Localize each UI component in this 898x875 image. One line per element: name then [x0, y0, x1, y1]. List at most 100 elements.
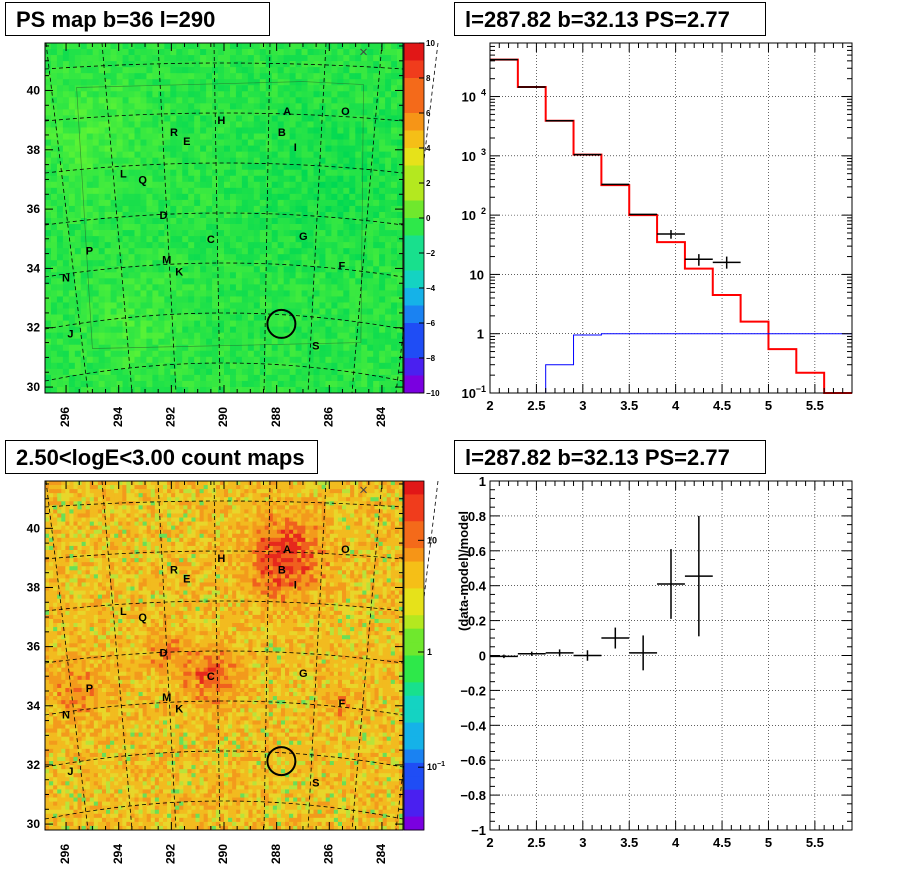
colorbar-tick-label: 4 [426, 144, 431, 153]
source-label-Q: Q [138, 612, 147, 624]
y-tick-label: 0.2 [468, 614, 486, 629]
source-label-B: B [278, 127, 286, 139]
source-label-A: A [283, 544, 291, 556]
colorbar-tick-label: −6 [426, 319, 436, 328]
colorbar-tick-label: 2 [426, 179, 431, 188]
spectrum-grid [489, 43, 852, 394]
y-tick-label: 10 [462, 208, 476, 223]
ps-map-colorbar: 10 8 6 4 2 0 −2 −4 −6 −8 −10 [403, 39, 440, 398]
y-tick-label: −0.6 [460, 753, 486, 768]
x-tick-label: 290 [216, 844, 230, 864]
y-tick-label: 30 [27, 817, 41, 831]
source-label-C: C [207, 234, 215, 246]
target-marker-circle [266, 746, 297, 777]
count-map-title: 2.50<logE<3.00 count maps [5, 440, 318, 474]
y-tick-label: 36 [27, 640, 41, 654]
count-map-plot: A O H R B E I L Q D C G P MK F N J S 296 294 292 290 288 286 284… [27, 480, 439, 864]
x-tick-label: 294 [111, 407, 125, 427]
x-tick-label: 292 [164, 844, 178, 864]
cross-marker [360, 48, 367, 56]
x-tick-label: 296 [58, 407, 72, 427]
y-tick-label: 0.4 [468, 579, 487, 594]
spectrum-title: l=287.82 b=32.13 PS=2.77 [454, 2, 766, 36]
x-tick-label: 288 [269, 844, 283, 864]
x-tick-label: 284 [374, 407, 388, 427]
y-tick-label: 0.8 [468, 509, 486, 524]
y-tick-label: 0 [479, 649, 486, 664]
colorbar-tick-label: −10 [426, 389, 440, 398]
ps-map-pixels [45, 43, 404, 394]
y-tick-label: 1 [479, 474, 486, 489]
colorbar-tick-label: −8 [426, 354, 436, 363]
x-tick-label: 4.5 [713, 835, 731, 850]
roi-outline [76, 81, 364, 349]
colorbar-tick-label: −2 [426, 249, 436, 258]
source-label-M: M [162, 692, 171, 704]
source-label-I: I [294, 142, 297, 154]
colorbar-tick-label: 8 [426, 74, 431, 83]
spectrum-frame [489, 42, 853, 394]
x-tick-label: 3 [579, 398, 586, 413]
y-tick-label: 34 [27, 699, 41, 713]
x-tick-label: 5 [765, 398, 772, 413]
source-label-K: K [175, 704, 183, 716]
y-tick-exponent: −1 [476, 384, 486, 394]
source-label-I: I [294, 580, 297, 592]
x-tick-label: 290 [216, 407, 230, 427]
y-tick-label: −0.2 [460, 683, 486, 698]
source-label-L: L [120, 169, 127, 181]
x-tick-label: 2.5 [527, 398, 545, 413]
source-label-H: H [217, 553, 225, 565]
source-label-G: G [299, 231, 308, 243]
source-label-P: P [86, 683, 93, 695]
residual-plot: 2 2.5 3 3.5 4 4.5 5 5.5 −1 −0.8 −0.6 −0.4 −0.2 0 0.2 0.… [456, 474, 853, 850]
source-label-R: R [170, 565, 178, 577]
x-tick-label: 2.5 [527, 835, 545, 850]
y-tick-label: 38 [27, 143, 41, 157]
x-tick-label: 294 [111, 844, 125, 864]
y-tick-label: 10 [470, 267, 484, 282]
x-tick-label: 286 [321, 407, 335, 427]
y-tick-label: −1 [471, 823, 486, 838]
x-tick-label: 2 [486, 835, 493, 850]
source-label-D: D [159, 648, 167, 660]
y-tick-label: 10 [462, 90, 476, 105]
y-tick-label: 32 [27, 758, 41, 772]
colorbar-tick-label: 6 [426, 109, 431, 118]
x-tick-label: 288 [269, 407, 283, 427]
x-tick-label: 296 [58, 844, 72, 864]
ps-map-title: PS map b=36 l=290 [5, 2, 270, 36]
cross-marker [360, 486, 367, 494]
y-tick-label: 40 [27, 521, 41, 535]
colorbar-tick-label: 10 [426, 39, 435, 48]
x-tick-label: 3.5 [620, 835, 638, 850]
source-label-C: C [207, 671, 215, 683]
source-label-R: R [170, 127, 178, 139]
count-map-colorbar: 10 1 10−1 [403, 480, 445, 831]
x-tick-label: 4 [672, 398, 680, 413]
x-tick-label: 2 [486, 398, 493, 413]
ps-map-y-axis: 30 32 34 36 38 40 [27, 45, 403, 394]
source-label-E: E [183, 136, 190, 148]
y-tick-label: 1 [477, 327, 484, 342]
source-label-P: P [86, 246, 93, 258]
source-label-E: E [183, 574, 190, 586]
y-tick-label: 0.6 [468, 544, 486, 559]
y-tick-label: 32 [27, 321, 41, 335]
y-tick-label: 34 [27, 261, 41, 275]
x-tick-label: 284 [374, 844, 388, 864]
source-label-G: G [299, 668, 308, 680]
y-tick-label: 36 [27, 202, 41, 216]
source-label-J: J [67, 329, 73, 341]
y-tick-label: 40 [27, 83, 41, 97]
source-label-Q: Q [138, 174, 147, 186]
colorbar-tick-label: −4 [426, 284, 436, 293]
y-tick-exponent: 4 [481, 88, 486, 98]
source-label-H: H [217, 115, 225, 127]
x-tick-label: 286 [321, 844, 335, 864]
residual-grid [489, 480, 852, 831]
colorbar-tick-label: 10−1 [427, 761, 445, 772]
y-tick-label: 10 [462, 386, 476, 401]
